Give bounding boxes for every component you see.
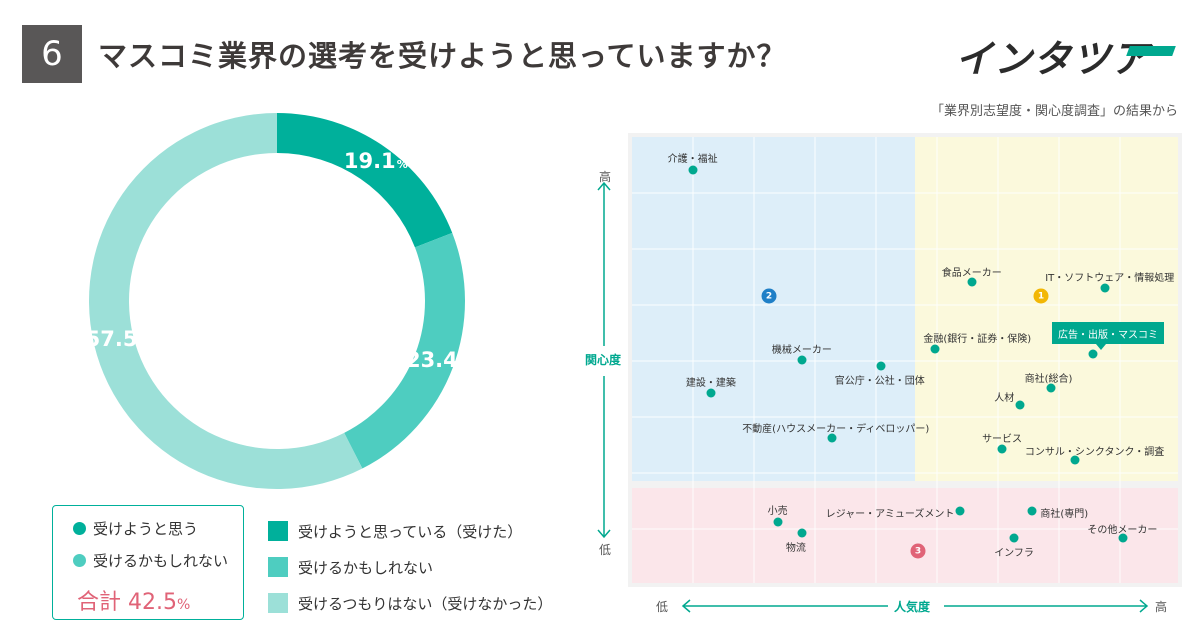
scatter-point — [706, 388, 716, 398]
source-note: 「業界別志望度・関心度調査」の結果から — [930, 104, 1178, 119]
scatter-point-label: 介護・福祉 — [667, 154, 718, 166]
donut-value-label: 19.1% — [343, 149, 408, 174]
total-unit: % — [177, 597, 191, 613]
page-title: マスコミ業界の選考を受けようと思っていますか？ — [98, 39, 787, 73]
y-axis-high: 高 — [599, 170, 612, 184]
summary-row-label: 受けるかもしれない — [93, 552, 229, 570]
scatter-point — [1027, 506, 1037, 516]
zone-1-area — [915, 137, 1178, 481]
donut-value-label: 23.4% — [405, 347, 470, 372]
x-axis-low: 低 — [656, 600, 669, 614]
dot-icon — [73, 554, 86, 567]
summary-row-maybe: 受けるかもしれない — [73, 550, 228, 571]
scatter-point-label: 金融(銀行・証券・保険) — [923, 333, 1032, 345]
scatter-point — [1046, 383, 1056, 393]
scatter-point-label: サービス — [982, 434, 1023, 446]
zone-2-area — [632, 137, 915, 481]
zone-1-badge: 1 — [1033, 288, 1049, 304]
total-label: 合計 — [77, 590, 122, 615]
scatter-point-label: 人材 — [994, 392, 1015, 404]
summary-total: 合計 42.5% — [77, 584, 190, 616]
scatter-point-label: インフラ — [994, 548, 1034, 560]
scatter-point-label: 不動産(ハウスメーカー・ディベロッパー) — [742, 424, 930, 436]
legend-swatch — [268, 521, 288, 541]
legend-item: 受けるかもしれない — [268, 549, 552, 585]
y-axis-title: 関心度 — [585, 353, 622, 367]
scatter-point — [1088, 349, 1098, 359]
scatter-point-label: 機械メーカー — [771, 345, 832, 356]
scatter-point-label: コンサル・シンクタンク・調査 — [1024, 447, 1165, 459]
scatter-point-label: IT・ソフトウェア・情報処理 — [1045, 272, 1175, 284]
donut-svg — [88, 113, 465, 489]
callout-tail — [1096, 344, 1106, 350]
scatter-point — [1009, 533, 1019, 543]
scatter-point-label: 商社(総合) — [1024, 373, 1073, 385]
scatter-point-label: 食品メーカー — [941, 267, 1002, 279]
zone-3-badge: 3 — [910, 543, 926, 559]
x-axis-arrow — [681, 599, 1149, 613]
y-axis-low: 低 — [599, 543, 612, 557]
donut-value-label: 57.5% — [85, 327, 150, 352]
donut-slice — [277, 113, 453, 248]
scatter-point-label: 小売 — [767, 505, 788, 517]
legend-label: 受けようと思っている（受けた） — [298, 522, 523, 541]
y-axis-arrow — [597, 181, 611, 539]
scatter-point — [1015, 400, 1025, 410]
scatter-point — [1070, 455, 1080, 465]
scatter-point-label: 物流 — [785, 542, 806, 554]
question-number: 6 — [22, 25, 82, 83]
scatter-point — [1118, 533, 1128, 543]
summary-box: 受けようと思う 受けるかもしれない 合計 42.5% — [52, 505, 244, 620]
map-grid — [632, 137, 1178, 583]
scatter-point — [997, 444, 1007, 454]
scatter-point-label: レジャー・アミューズメント — [825, 508, 955, 520]
donut-slice — [344, 232, 465, 469]
brand-logo: インタツア — [955, 37, 1151, 81]
scatter-point-label: その他メーカー — [1087, 525, 1158, 537]
legend-item: 受けるつもりはない（受けなかった） — [268, 585, 552, 621]
scatter-point — [930, 344, 940, 354]
scatter-point — [967, 277, 977, 287]
x-axis-high: 高 — [1155, 600, 1168, 614]
scatter-point — [876, 361, 886, 371]
summary-row-will: 受けようと思う — [73, 518, 198, 539]
scatter-point — [688, 165, 698, 175]
donut-chart — [88, 112, 466, 490]
donut-legend: 受けようと思っている（受けた） 受けるかもしれない 受けるつもりはない（受けなか… — [268, 513, 552, 621]
donut-slice — [88, 113, 363, 489]
legend-swatch — [268, 593, 288, 613]
scatter-point — [955, 506, 965, 516]
dot-icon — [73, 522, 86, 535]
legend-label: 受けるかもしれない — [298, 558, 434, 577]
x-axis-title: 人気度 — [894, 600, 931, 614]
scatter-point — [773, 517, 783, 527]
zone-2-badge: 2 — [761, 288, 777, 304]
highlight-callout: 広告・出版・マスコミ — [1052, 322, 1164, 344]
scatter-point-label: 建設・建築 — [685, 378, 736, 390]
scatter-point — [797, 355, 807, 365]
legend-label: 受けるつもりはない（受けなかった） — [298, 594, 553, 613]
logo-accent — [1126, 46, 1176, 56]
summary-row-label: 受けようと思う — [93, 520, 199, 538]
legend-swatch — [268, 557, 288, 577]
scatter-point — [1100, 283, 1110, 293]
scatter-point-label: 商社(専門) — [1040, 508, 1089, 520]
scatter-point-label: 官公庁・公社・団体 — [834, 375, 925, 387]
scatter-point — [797, 528, 807, 538]
total-value: 42.5 — [128, 590, 177, 615]
zone-3-area — [632, 488, 1178, 583]
legend-item: 受けようと思っている（受けた） — [268, 513, 552, 549]
scatter-point — [827, 433, 837, 443]
